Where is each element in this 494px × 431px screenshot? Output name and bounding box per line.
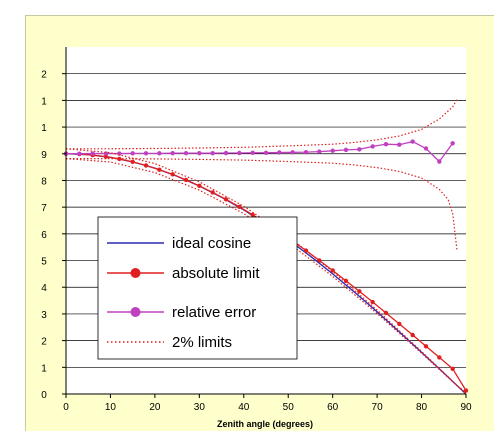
y-tick-label: 9 — [41, 150, 47, 161]
data-point — [410, 139, 415, 144]
data-point — [383, 141, 389, 147]
data-point — [317, 149, 322, 154]
data-point — [357, 289, 362, 294]
data-point — [143, 163, 149, 168]
y-tick-label: 1 — [41, 96, 47, 107]
y-tick-label: 5 — [41, 257, 47, 268]
x-tick-label: 40 — [238, 402, 250, 413]
data-point — [383, 310, 389, 316]
y-tick-label: 1 — [41, 123, 47, 134]
x-tick-label: 30 — [194, 402, 206, 413]
data-point — [170, 172, 175, 177]
data-point — [250, 212, 255, 217]
legend-label-2: absolute limit — [172, 265, 260, 282]
data-point — [343, 147, 349, 153]
data-point — [423, 344, 429, 349]
y-tick-label: 0 — [41, 390, 47, 401]
y-tick-label: 2 — [41, 70, 47, 81]
data-point — [197, 150, 202, 156]
data-point — [437, 355, 442, 360]
x-tick-label: 60 — [327, 402, 339, 413]
data-point — [437, 159, 442, 164]
data-point — [290, 150, 295, 155]
data-point — [330, 268, 335, 273]
y-tick-label: 4 — [41, 283, 47, 294]
legend-label-1: ideal cosine — [172, 235, 251, 252]
y-tick-label: 8 — [41, 176, 47, 187]
x-axis-title: Zenith angle (degrees) — [217, 419, 313, 429]
x-tick-label: 70 — [372, 402, 384, 413]
data-point — [423, 146, 429, 151]
legend-label-3: relative error — [172, 304, 256, 321]
data-point — [183, 177, 189, 183]
data-point — [463, 388, 469, 393]
data-point — [183, 150, 189, 156]
data-point — [210, 190, 215, 195]
data-point — [410, 332, 415, 338]
data-point — [157, 167, 162, 172]
data-point — [90, 151, 95, 156]
y-tick-label: 3 — [41, 310, 47, 321]
data-point — [237, 204, 242, 209]
legend: ideal cosine absolute limit relative error… — [97, 216, 298, 360]
legend-marker-2 — [130, 268, 141, 278]
data-point — [237, 150, 242, 156]
data-point — [303, 149, 309, 155]
data-point — [170, 150, 175, 156]
data-point — [450, 141, 455, 146]
x-tick-label: 50 — [283, 402, 295, 413]
data-point — [130, 159, 135, 165]
data-point — [130, 151, 135, 156]
x-tick-label: 20 — [149, 402, 161, 413]
y-tick-label: 1 — [41, 363, 47, 374]
y-tick-label: 6 — [41, 230, 47, 241]
legend-label-4: 2% limits — [172, 334, 232, 351]
data-point — [450, 366, 455, 372]
legend-marker-3 — [130, 307, 141, 317]
data-point — [397, 142, 402, 147]
y-tick-label: 2 — [41, 337, 47, 348]
data-point — [330, 148, 335, 153]
y-tick-label: 7 — [41, 203, 47, 214]
data-point — [277, 150, 282, 155]
data-point — [370, 144, 375, 149]
data-point — [143, 151, 149, 156]
series-line-3 — [66, 140, 454, 163]
data-point — [157, 151, 162, 156]
data-point — [103, 154, 109, 159]
x-tick-label: 90 — [460, 402, 472, 413]
data-point — [263, 150, 269, 156]
data-point — [223, 197, 229, 202]
data-point — [210, 150, 215, 156]
data-point — [223, 150, 229, 156]
x-tick-label: 80 — [416, 402, 428, 413]
series-line-4 — [65, 148, 467, 393]
data-point — [397, 321, 402, 327]
x-tick-label: 10 — [105, 402, 117, 413]
x-tick-label: 0 — [63, 402, 69, 413]
data-point — [197, 183, 202, 188]
data-point — [370, 299, 375, 305]
data-point — [250, 150, 255, 156]
series-line-6 — [66, 98, 458, 150]
data-point — [77, 151, 82, 156]
data-point — [357, 147, 362, 152]
